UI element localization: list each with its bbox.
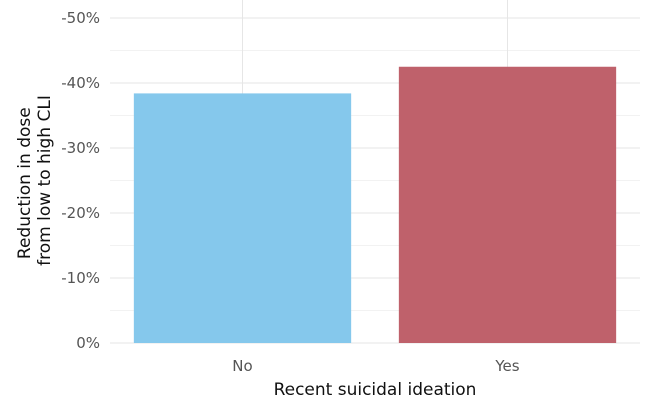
y-axis-title: Reduction in dose from low to high CLI bbox=[15, 95, 55, 266]
bars bbox=[133, 66, 617, 344]
y-tick-label: -40% bbox=[61, 74, 100, 92]
x-axis-tick-labels: No Yes bbox=[232, 357, 519, 375]
y-axis-title-line-2: from low to high CLI bbox=[35, 95, 55, 266]
x-axis-title: Recent suicidal ideation bbox=[274, 380, 477, 400]
bar-yes bbox=[398, 66, 617, 343]
y-tick-label: -20% bbox=[61, 204, 100, 222]
y-tick-label: -30% bbox=[61, 139, 100, 157]
y-tick-label: -50% bbox=[61, 9, 100, 27]
x-tick-label-yes: Yes bbox=[494, 357, 519, 375]
bar-no bbox=[133, 93, 352, 344]
y-axis-tick-labels: 0% -10% -20% -30% -40% -50% bbox=[61, 9, 100, 352]
x-tick-label-no: No bbox=[232, 357, 252, 375]
y-tick-label: -10% bbox=[61, 269, 100, 287]
y-axis-title-line-1: Reduction in dose bbox=[15, 107, 35, 259]
y-tick-label: 0% bbox=[76, 334, 100, 352]
